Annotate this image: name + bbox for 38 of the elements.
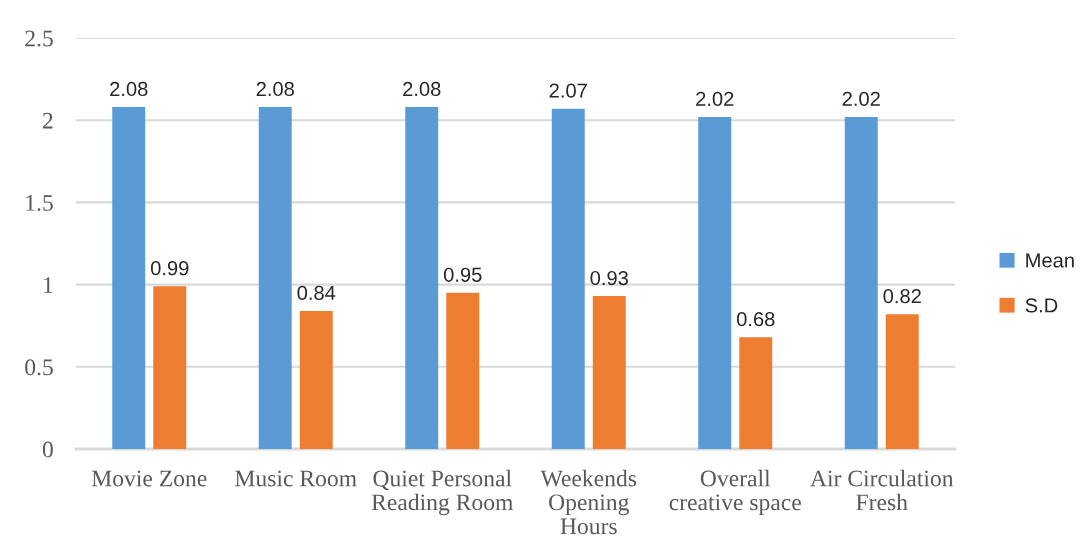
bar: [885, 314, 919, 449]
data-label: 2.02: [696, 91, 734, 106]
data-label: 0.95: [443, 267, 482, 282]
y-tick-label: 1.5: [26, 195, 53, 211]
y-tick-label: 2.5: [25, 30, 53, 47]
x-tick-label: Overall creative space: [669, 469, 801, 516]
data-label: 2.08: [256, 81, 294, 97]
x-tick-label: Weekends Opening Hours: [540, 469, 637, 535]
data-label: 2.07: [549, 83, 587, 98]
bar: [112, 107, 146, 449]
x-tick-label: Movie Zone: [91, 470, 207, 487]
y-tick-label: 2: [43, 112, 53, 129]
bar: [551, 108, 585, 449]
data-label: 0.93: [590, 270, 628, 286]
bar: [153, 286, 187, 449]
data-label: 0.68: [736, 312, 775, 327]
bar: [844, 116, 878, 449]
y-tick-label: 0.5: [25, 359, 53, 376]
y-tick-label: 1: [44, 277, 53, 293]
legend-label: S.D: [1025, 298, 1058, 313]
data-label: 2.08: [110, 81, 148, 97]
bar: [258, 107, 292, 449]
data-label: 2.02: [842, 91, 880, 106]
bar: [698, 116, 732, 449]
data-label: 0.99: [150, 261, 189, 276]
bar: [592, 296, 626, 449]
legend-label: Mean: [1026, 253, 1074, 268]
x-tick-label: Music Room: [235, 470, 357, 487]
bar: [405, 107, 439, 449]
data-label: 0.84: [297, 285, 336, 300]
bar: [739, 337, 773, 449]
x-tick-label: Quiet Personal Reading Room: [371, 469, 514, 516]
bar: [446, 292, 480, 449]
y-tick-label: 0: [42, 441, 53, 458]
x-tick-label: Air Circulation Fresh: [810, 469, 954, 511]
bar: [299, 310, 333, 449]
data-label: 2.08: [403, 81, 441, 97]
data-label: 0.82: [883, 289, 921, 304]
